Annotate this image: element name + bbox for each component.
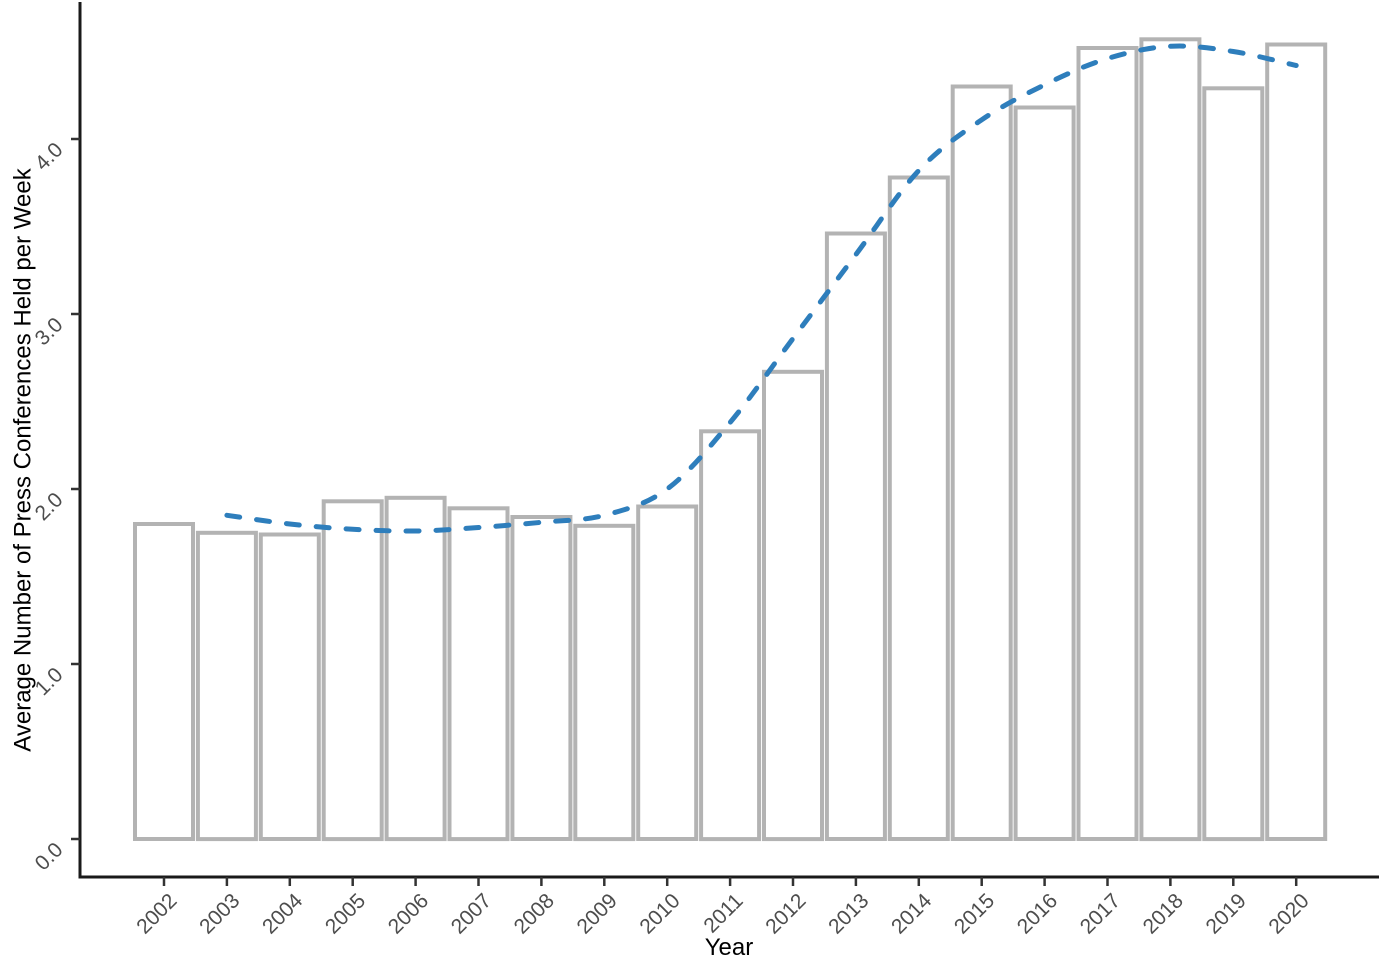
x-tick-label-2004: 2004 [258,889,308,939]
bar-2014 [887,175,950,841]
bar-2007 [447,506,510,842]
bar-2017 [1076,46,1139,841]
bar-2006 [384,495,447,842]
bar-2019 [1202,86,1265,842]
bar-2018 [1139,37,1202,842]
x-tick-label-2015: 2015 [950,889,999,938]
bar-2010 [636,504,699,841]
bar-2020 [1265,42,1328,841]
x-tick-label-2014: 2014 [887,889,937,939]
x-tick-label-2016: 2016 [1013,889,1062,938]
bar-2012 [762,369,824,842]
bar-2008 [510,515,573,841]
x-tick-label-2013: 2013 [824,889,873,938]
y-tick-label-3.0: 3.0 [31,313,68,350]
x-tick-label-2019: 2019 [1202,889,1251,938]
x-tick-label-2007: 2007 [447,889,496,938]
bar-2015 [950,84,1013,841]
x-tick-label-2017: 2017 [1076,889,1125,938]
x-tick-label-2009: 2009 [573,889,622,938]
bar-2004 [258,532,321,841]
x-tick-label-2018: 2018 [1139,889,1188,938]
bar-2016 [1013,105,1076,841]
y-tick-label-0.0: 0.0 [31,838,68,875]
bar-2011 [699,429,762,842]
x-tick-label-2012: 2012 [761,889,810,938]
x-tick-label-2020: 2020 [1264,889,1313,938]
y-tick-label-2.0: 2.0 [31,488,68,525]
bar-2002 [133,522,195,841]
x-tick-label-2011: 2011 [699,889,747,937]
x-tick-label-2002: 2002 [132,889,181,938]
x-tick-label-2006: 2006 [384,889,433,938]
x-tick-label-2010: 2010 [635,889,684,938]
y-tick-label-1.0: 1.0 [31,663,68,700]
x-tick-label-2008: 2008 [510,889,559,938]
bar-2005 [321,499,384,842]
x-tick-label-2003: 2003 [195,889,244,938]
bar-2013 [824,231,887,841]
x-tick-label-2005: 2005 [321,889,370,938]
y-tick-label-4.0: 4.0 [31,138,68,175]
bar-2009 [573,523,636,842]
bar-2003 [195,530,258,842]
trend-line [224,43,1299,534]
